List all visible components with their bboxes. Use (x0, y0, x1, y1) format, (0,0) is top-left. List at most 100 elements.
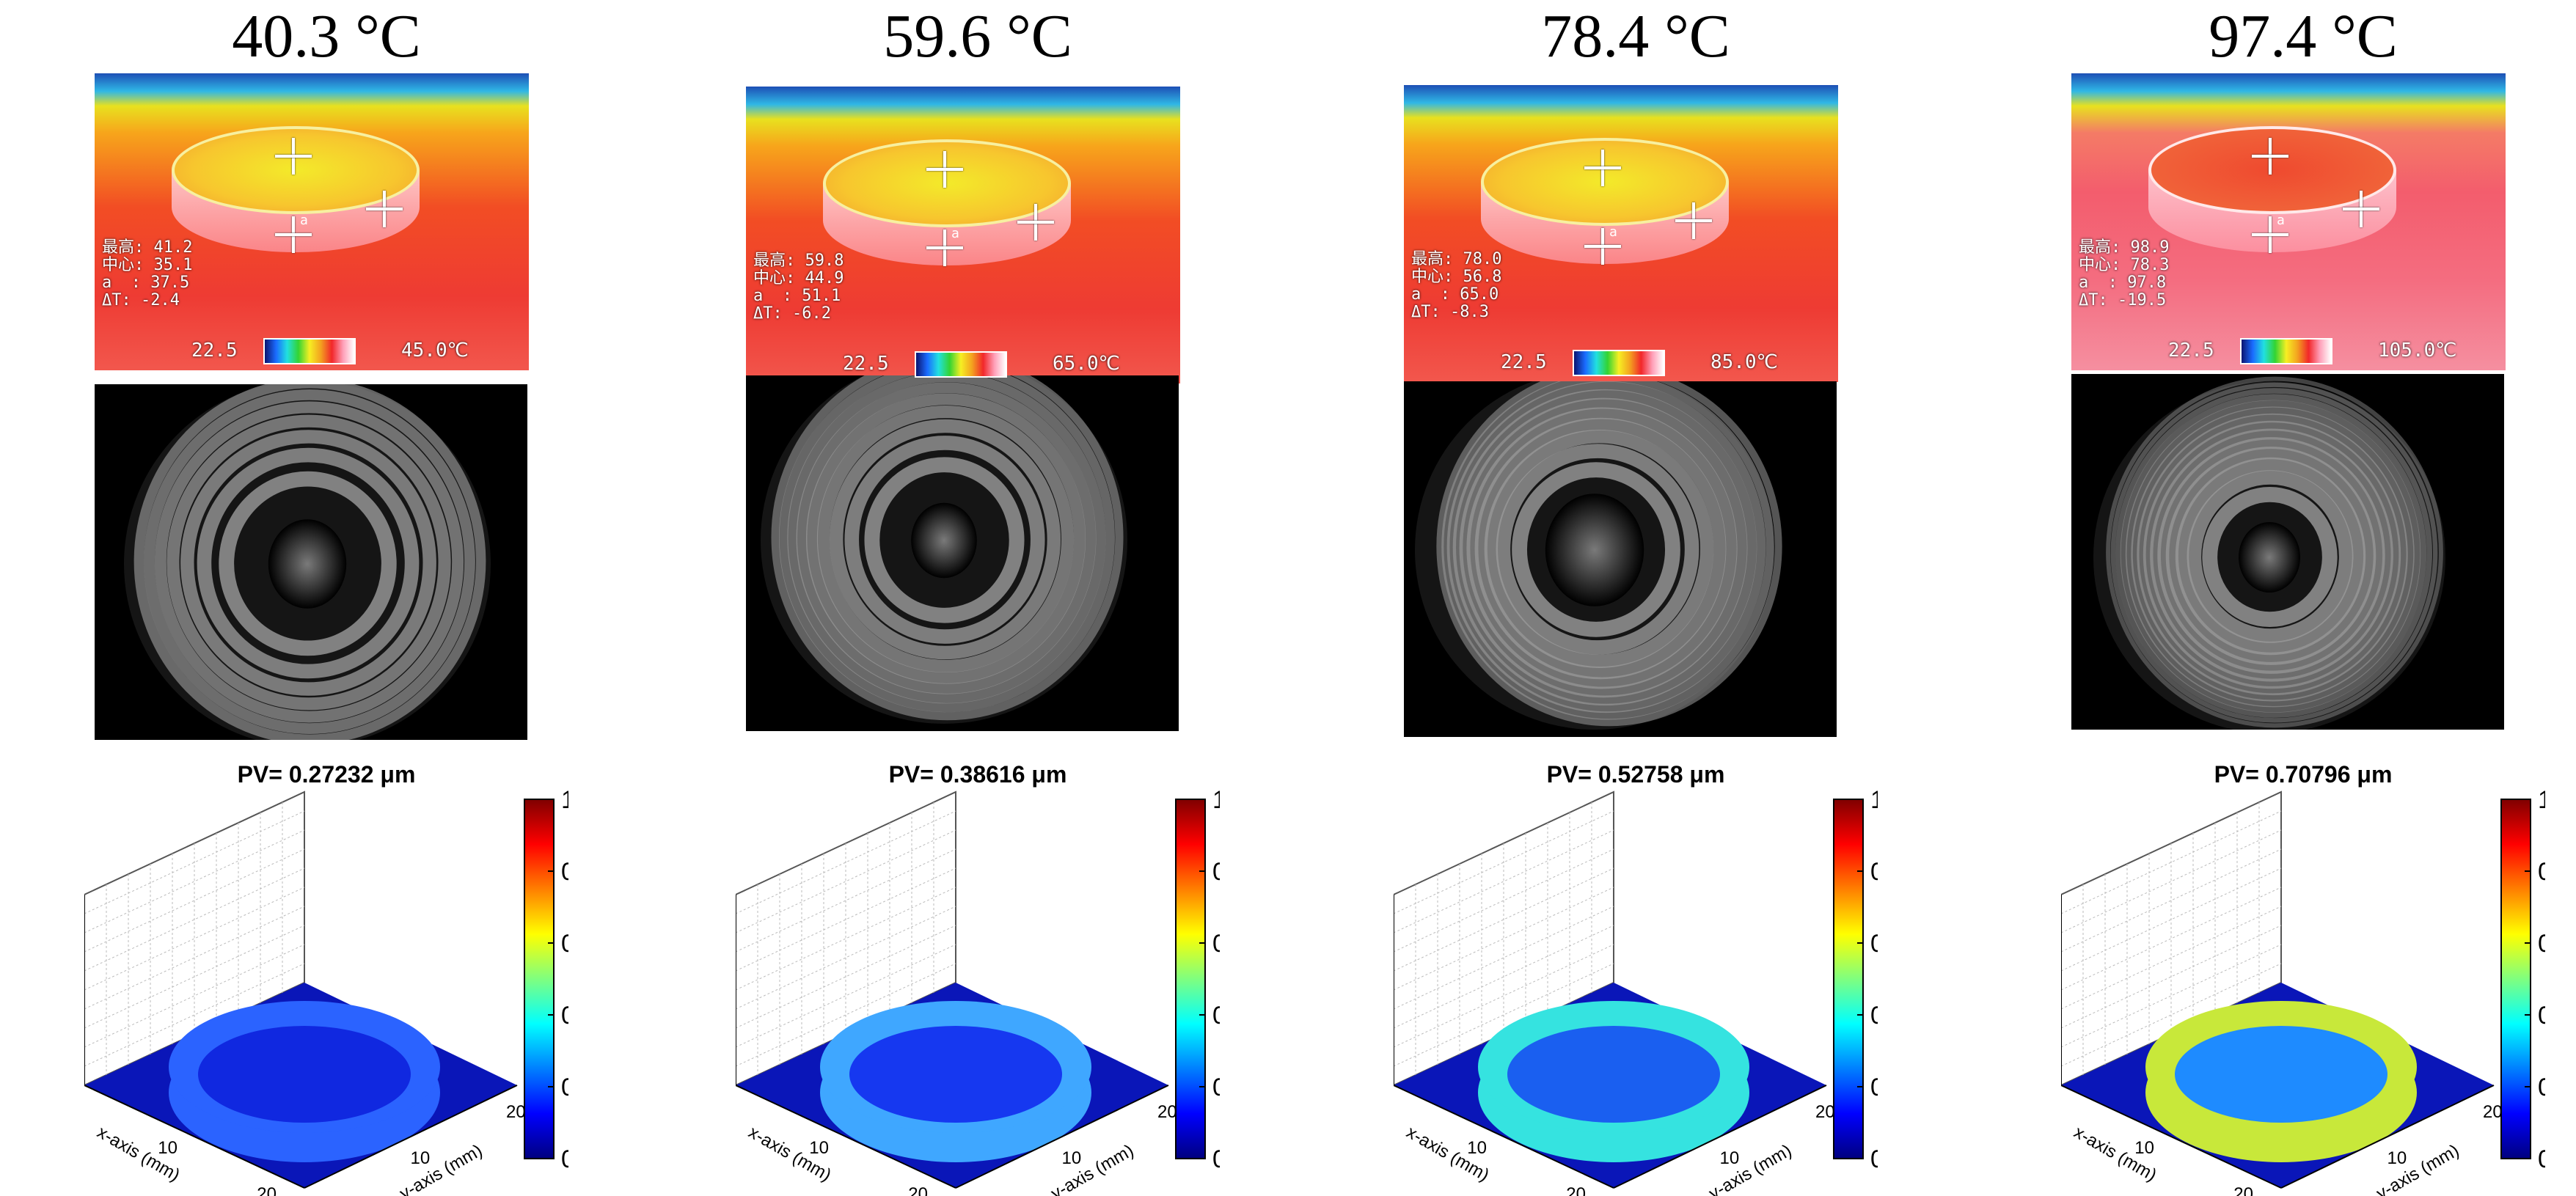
crosshair-icon (2252, 138, 2288, 175)
grid-line (2061, 887, 2282, 991)
scale-min: 22.5 (1501, 351, 1547, 373)
grid-line (84, 906, 305, 1010)
grid-line (2061, 810, 2282, 914)
y-tick-label: 20 (2483, 1102, 2503, 1122)
colorbar-tick-label: 0.8 (2538, 858, 2545, 886)
colorbar-tick-label: 0.6 (1212, 930, 1220, 958)
crosshair-icon (1584, 228, 1621, 265)
panel-3: 97.4 °C a 最高: 98.9 中心: 78.3 a : 97.8 ΔT: -19.… (2061, 0, 2545, 1196)
grid-line (2061, 963, 2282, 1067)
readout-center: 中心: 56.8 (1411, 268, 1502, 286)
colorbar-tick-label: 0 (561, 1145, 568, 1173)
grid-line (2061, 829, 2282, 933)
x-tick-label: 10 (809, 1138, 829, 1158)
fringe-ring (2175, 457, 2366, 656)
crosshair-icon (2252, 216, 2288, 253)
fringe-ring (1474, 417, 1727, 680)
grid-line (2061, 906, 2282, 1010)
interferogram-image (1404, 381, 1837, 737)
fringe-ring (2110, 382, 2438, 723)
fringe-ring (1496, 444, 1699, 655)
crosshair-icon (926, 230, 963, 266)
sample-surface (1481, 138, 1729, 226)
grid-line (736, 810, 956, 914)
colorbar-tick-label: 0.6 (1870, 930, 1878, 958)
temperature-scale: 22.5 105.0℃ (2071, 338, 2506, 364)
colorbar-tick-label: 0 (1870, 1145, 1878, 1173)
grid-line (84, 925, 305, 1029)
grid-line (1394, 848, 1614, 953)
grid-line (1394, 887, 1614, 991)
fringe-ring (816, 405, 1075, 673)
grid-line (1394, 944, 1614, 1048)
colorbar-tick-label: 1 (1212, 786, 1220, 814)
grid-line (84, 848, 305, 953)
fringe-ring (2202, 486, 2338, 628)
y-tick-label: 10 (411, 1148, 431, 1168)
readout-a: a : 51.1 (753, 287, 841, 305)
grid-line (1394, 963, 1614, 1067)
fringe-ring (1512, 462, 1680, 637)
readout-max: 最高: 98.9 (2079, 238, 2170, 257)
grid-line (1394, 925, 1614, 1029)
colorbar-tick-label: 0.2 (1212, 1074, 1220, 1101)
fringe-ring (829, 419, 1061, 660)
colorbar (2500, 799, 2531, 1159)
surface-plot: 00.51z-axis (μm)01020x-axis (mm)01020y-a… (84, 786, 568, 1196)
crosshair-icon (275, 138, 312, 175)
fringe-ring (1459, 397, 1748, 698)
grid-line (2061, 867, 2282, 972)
colorbar-tick-label: 0.8 (1212, 858, 1220, 886)
grid-line (736, 906, 956, 1010)
colorbar-tick-label: 1 (1870, 786, 1878, 814)
y-tick-label: 0 (315, 1195, 324, 1196)
fringe-center (2239, 522, 2300, 593)
readout-center: 中心: 78.3 (2079, 256, 2170, 274)
fringe-ring (219, 471, 397, 656)
readout-center: 中心: 44.9 (753, 269, 844, 287)
color-scale-bar (915, 351, 1007, 378)
y-axis-line (2280, 1085, 2495, 1189)
temperature-scale: 22.5 85.0℃ (1404, 350, 1838, 376)
scale-min: 22.5 (191, 340, 238, 362)
grid-line (2061, 944, 2282, 1048)
marker-a-label: a (951, 226, 959, 241)
grid-line (736, 887, 956, 991)
fringe-ring (2143, 420, 2401, 689)
y-tick-label: 20 (1815, 1102, 1835, 1122)
panel-0: 40.3 °C a 最高: 41.2 中心: 35.1 a : 37.5 ΔT: -2.4… (84, 0, 568, 1196)
readout-delta: ΔT: -19.5 (2079, 291, 2167, 309)
grid-line (1394, 906, 1614, 1010)
readout-center: 中心: 35.1 (102, 256, 193, 274)
scale-min: 22.5 (843, 353, 889, 375)
crosshair-icon (275, 216, 312, 253)
color-scale-bar (263, 338, 356, 364)
scale-max: 65.0℃ (1053, 353, 1120, 375)
thermal-image: a 最高: 78.0 中心: 56.8 a : 65.0 ΔT: -8.3 22.5 85.… (1404, 85, 1838, 382)
thermal-image: a 最高: 41.2 中心: 35.1 a : 37.5 ΔT: -2.4 22.5 45.… (95, 73, 529, 370)
readout-delta: ΔT: -8.3 (1411, 303, 1489, 321)
marker-a-label: a (300, 213, 308, 228)
colorbar-tick-label: 0.4 (2538, 1002, 2545, 1030)
fringe-ring (2106, 376, 2443, 728)
colorbar-tick-label: 0.6 (2538, 930, 2545, 958)
colorbar (524, 799, 555, 1159)
colorbar-tick-label: 0.2 (1870, 1074, 1878, 1101)
grid-line (84, 829, 305, 933)
fringe-ring (180, 430, 436, 696)
temperature-label: 59.6 °C (883, 2, 1072, 70)
fringe-ring (2150, 428, 2393, 682)
colorbar-tick-label: 0 (2538, 1145, 2545, 1173)
marker-a-label: a (1609, 224, 1617, 240)
crosshair-icon (926, 151, 963, 188)
x-tick-label: 20 (1566, 1184, 1586, 1196)
colorbar-tick-label: 0.4 (561, 1002, 568, 1030)
scale-max: 85.0℃ (1710, 351, 1778, 373)
colorbar-tick-label: 0.4 (1870, 1002, 1878, 1030)
fringe-ring (796, 382, 1097, 694)
colorbar-tick-label: 0.2 (2538, 1074, 2545, 1101)
pv-value: PV= 0.38616 μm (888, 761, 1067, 788)
y-tick-label: 0 (966, 1195, 976, 1196)
fringe-ring (154, 401, 464, 723)
fringe-ring (1484, 429, 1714, 669)
